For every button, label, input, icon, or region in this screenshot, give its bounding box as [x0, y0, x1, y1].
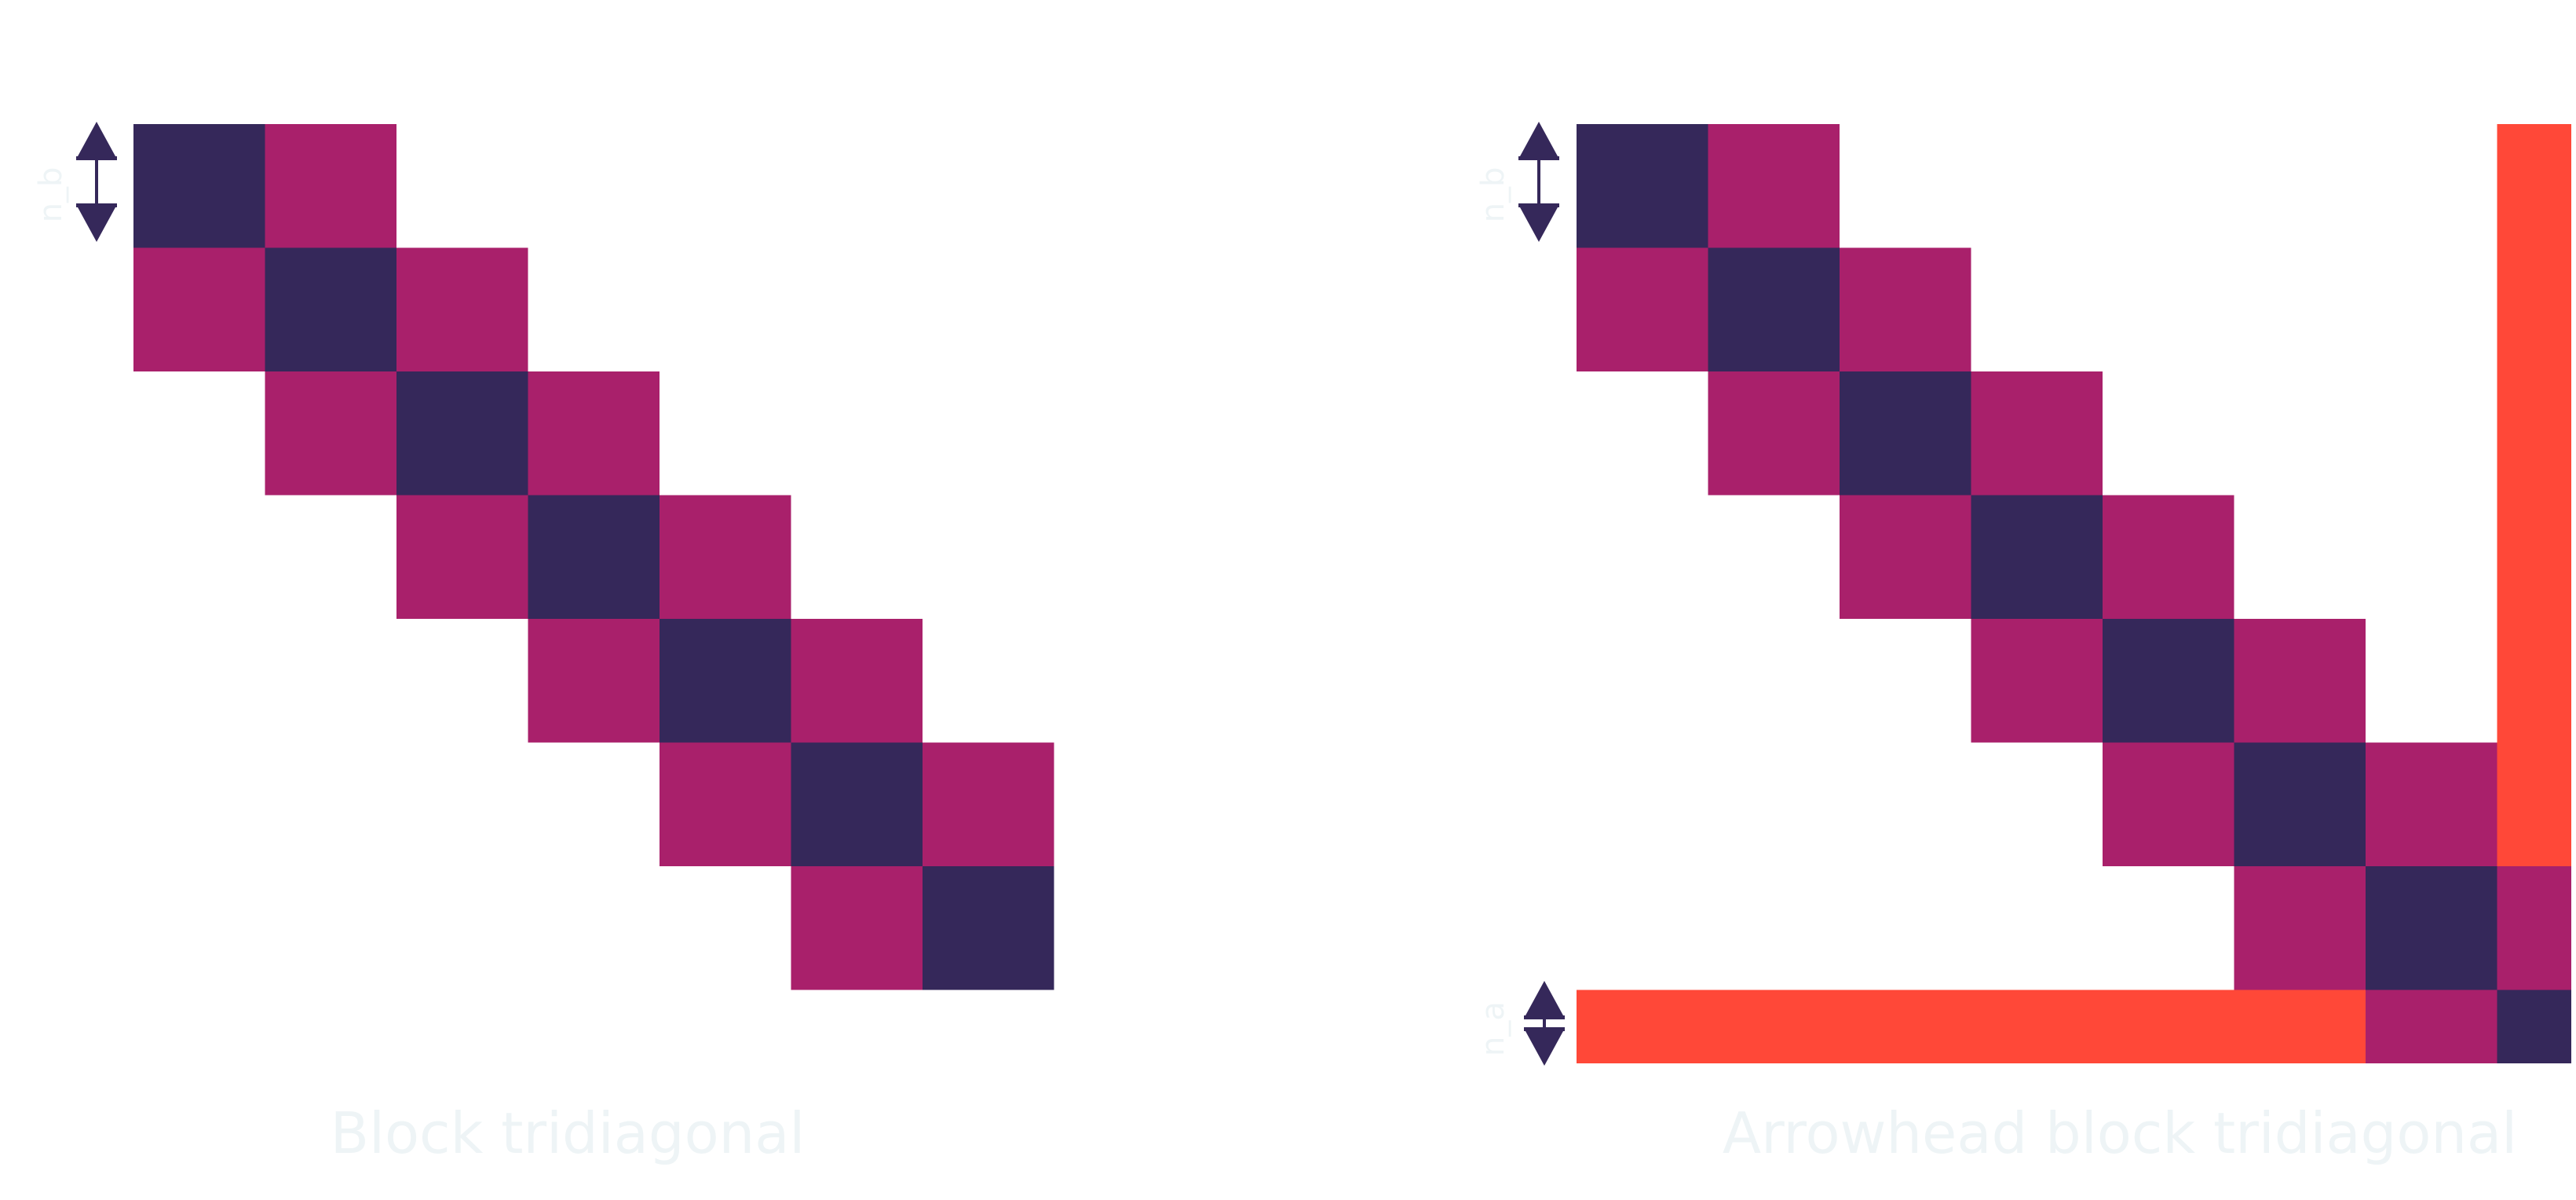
- diagonal-block: [1840, 371, 1971, 496]
- offdiagonal-block: [528, 371, 660, 496]
- offdiagonal-block: [660, 742, 791, 866]
- offdiagonal-block: [1708, 124, 1840, 248]
- arrow-size-arrow: [1524, 981, 1565, 1066]
- right-caption: Arrowhead block tridiagonal: [1723, 1100, 2517, 1166]
- arrowhead-coupling-block: [2497, 866, 2571, 990]
- offdiagonal-block: [528, 619, 660, 743]
- offdiagonal-block: [791, 619, 923, 743]
- diagonal-block: [2366, 866, 2497, 990]
- arrowhead-column: [2497, 124, 2571, 866]
- diagonal-block: [396, 371, 528, 496]
- arrowhead-row: [1577, 990, 2366, 1063]
- offdiagonal-block: [1708, 371, 1840, 496]
- diagonal-block: [2234, 742, 2366, 866]
- block-size-arrow: [1518, 122, 1559, 242]
- diagonal-block: [1577, 124, 1708, 248]
- diagonal-block: [1971, 495, 2103, 619]
- offdiagonal-block: [660, 495, 791, 619]
- arrowhead-coupling-block: [2366, 990, 2497, 1063]
- right-block-size-label: n_b: [1475, 167, 1511, 223]
- offdiagonal-block: [133, 247, 265, 371]
- diagonal-block: [2103, 619, 2234, 743]
- arrowhead-block-tridiagonal-diagram: [1518, 122, 2571, 1066]
- diagonal-block: [791, 742, 923, 866]
- diagonal-block: [1708, 247, 1840, 371]
- left-block-size-label: n_b: [33, 167, 69, 223]
- left-caption: Block tridiagonal: [331, 1100, 806, 1166]
- diagonal-block: [923, 866, 1054, 990]
- offdiagonal-block: [2234, 866, 2366, 990]
- offdiagonal-block: [2234, 619, 2366, 743]
- offdiagonal-block: [923, 742, 1054, 866]
- offdiagonal-block: [1971, 371, 2103, 496]
- offdiagonal-block: [1840, 495, 1971, 619]
- block-tridiagonal-diagram: [76, 122, 1054, 990]
- offdiagonal-block: [265, 124, 396, 248]
- right-arrow-size-label: n_a: [1475, 1001, 1511, 1056]
- offdiagonal-block: [1577, 247, 1708, 371]
- offdiagonal-block: [396, 495, 528, 619]
- offdiagonal-block: [396, 247, 528, 371]
- block-size-arrow: [76, 122, 117, 242]
- offdiagonal-block: [791, 866, 923, 990]
- diagonal-block: [133, 124, 265, 248]
- offdiagonal-block: [2103, 742, 2234, 866]
- offdiagonal-block: [1971, 619, 2103, 743]
- offdiagonal-block: [265, 371, 396, 496]
- offdiagonal-block: [1840, 247, 1971, 371]
- diagonal-block: [528, 495, 660, 619]
- offdiagonal-block: [2366, 742, 2497, 866]
- diagonal-block: [660, 619, 791, 743]
- offdiagonal-block: [2103, 495, 2234, 619]
- arrowhead-tip-block: [2497, 990, 2571, 1063]
- diagonal-block: [265, 247, 396, 371]
